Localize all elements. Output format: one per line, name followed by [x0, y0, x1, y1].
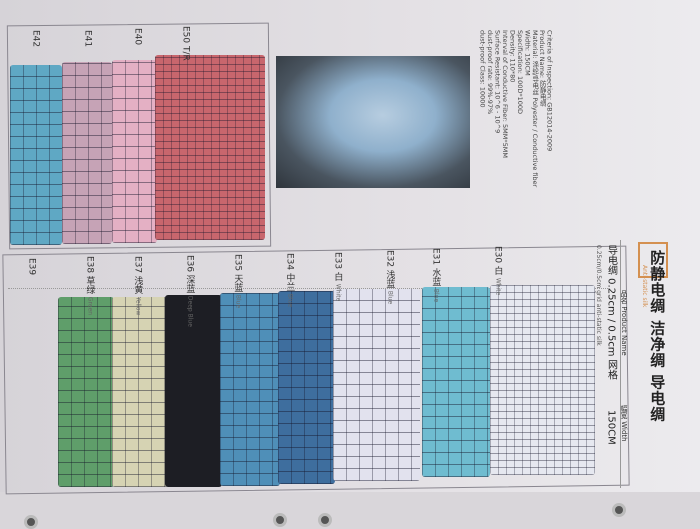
- product-name-en: 0.25cm/0.5cm grid anti-static silk: [594, 245, 602, 346]
- label-name: 深蓝: [184, 275, 195, 294]
- label-en: Blue: [386, 290, 394, 305]
- catalog-title: 防静电绸 洁净绸 导电绸: [648, 250, 667, 423]
- label-e50-code: E50: [180, 26, 191, 44]
- swatch-e37: [112, 297, 168, 487]
- swatch-e41: [62, 62, 112, 244]
- spec-line: Product Name: 防静电绸: [538, 30, 547, 107]
- spec-line: Width: 150CM: [523, 30, 532, 76]
- label-code: E38: [84, 256, 95, 274]
- label-name: 白: [492, 266, 503, 276]
- spec-line: Specification: 100D*100D: [515, 30, 524, 115]
- catalog-page: E42 E41 E40 E50 T/R Criteria of Inspecti…: [0, 0, 700, 495]
- label-code: E31: [430, 248, 441, 266]
- label-code: E34: [284, 253, 295, 271]
- label-en: White: [334, 283, 342, 302]
- label-e35: E35 天蓝 Blue: [232, 254, 242, 308]
- label-e40: E40: [132, 28, 143, 46]
- label-name: 草绿: [84, 276, 95, 295]
- label-e41: E41: [82, 30, 93, 48]
- label-en: Blue: [286, 293, 294, 308]
- label-e39: E39: [26, 258, 36, 275]
- swatch-e33: [333, 289, 420, 481]
- label-e42: E42: [30, 30, 41, 48]
- label-e50-name: T/R: [180, 46, 191, 61]
- swatch-e50: [155, 55, 265, 240]
- label-en: Blue: [234, 294, 242, 309]
- spec-line: Surface Resistant: 10^6 - 10^9: [493, 30, 502, 134]
- label-name: 中兰: [284, 273, 295, 292]
- product-name-label: 品名 Product Name: [620, 290, 629, 356]
- label-name: 浅蓝: [384, 270, 395, 289]
- label-name: 天蓝: [232, 274, 243, 293]
- label-en: Deep Blue: [186, 295, 194, 327]
- swatch-e35: [220, 293, 280, 486]
- swatch-e31: [490, 285, 595, 475]
- swatch-e34: [278, 291, 335, 484]
- spec-line: Material: 涤纶/导电丝 Polyester / Conductive …: [530, 30, 539, 188]
- width-label: 幅宽 Width: [620, 405, 629, 442]
- label-code: E33: [332, 252, 343, 270]
- label-name: 白: [332, 272, 343, 282]
- label-e38: E38 草绿 Green: [84, 256, 94, 315]
- swatch-e32: [422, 287, 490, 477]
- label-e50: E50 T/R: [180, 26, 190, 61]
- swatch-e36: [165, 295, 222, 487]
- title-logo-box: [638, 242, 668, 278]
- label-name: 浅黄: [132, 276, 143, 295]
- label-e30: E30 白 White: [492, 246, 502, 295]
- spec-line: Interval of Conductive Fiber: 5MM*5MM: [500, 30, 509, 158]
- label-e34: E34 中兰 Blue: [284, 253, 294, 307]
- spec-line: dust-proof Class: 10000: [478, 30, 487, 108]
- label-code: E37: [132, 256, 143, 274]
- label-name: 水蓝: [430, 268, 441, 287]
- label-en: White: [494, 277, 502, 296]
- divider: [620, 240, 621, 488]
- label-en: Yellow: [134, 296, 142, 316]
- swatch-e38: [58, 297, 114, 487]
- garment-photo: [276, 56, 470, 188]
- label-code: E35: [232, 254, 243, 272]
- binder-hole: [24, 515, 38, 529]
- swatch-e40: [112, 60, 157, 243]
- product-name: 导电绸 0.25cm / 0.5cm 网格: [605, 245, 617, 380]
- binder-hole: [612, 503, 626, 517]
- catalog-subtitle: Anti-static silk: [640, 265, 648, 308]
- spec-list: Criteria of Inspection: GB12014-2009 Pro…: [478, 30, 553, 230]
- label-en: Green: [86, 296, 94, 316]
- width-value: 150CM: [605, 410, 617, 445]
- spec-line: Criteria of Inspection: GB12014-2009: [545, 30, 554, 152]
- swatch-e42: [10, 65, 62, 245]
- label-e31: E31 水蓝 Blue: [430, 248, 440, 302]
- label-code: E30: [492, 246, 503, 264]
- label-en: Blue: [432, 288, 440, 303]
- divider: [8, 288, 608, 289]
- label-code: E32: [384, 250, 395, 268]
- label-code: E36: [184, 255, 195, 273]
- label-e36: E36 深蓝 Deep Blue: [184, 255, 194, 327]
- label-e33: E33 白 White: [332, 252, 342, 301]
- spec-line: Density: 110*80: [508, 30, 517, 83]
- label-code: E39: [26, 258, 37, 276]
- label-e32: E32 浅蓝 Blue: [384, 250, 394, 304]
- spec-line: dust-proof rate: 99%-97%: [485, 30, 494, 115]
- label-e37: E37 浅黄 Yellow: [132, 256, 142, 315]
